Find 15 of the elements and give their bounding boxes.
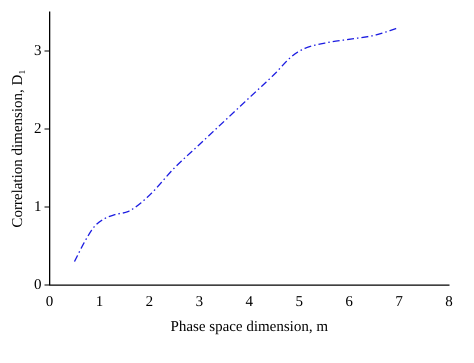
y-tick-label: 3 [34,42,42,59]
x-tick-label: 2 [146,294,154,310]
x-axis-title: Phase space dimension, m [170,318,328,335]
x-tick-label: 5 [295,294,303,310]
x-tick-label: 1 [96,294,104,310]
x-tick-label: 4 [246,294,254,310]
x-tick-label: 6 [345,294,354,310]
x-tick-label: 0 [46,294,54,310]
x-tick-label: 3 [196,294,204,310]
x-tick-label: 7 [395,294,404,310]
y-tick-label: 0 [34,276,42,293]
y-tick-label: 1 [34,198,42,215]
y-axis-title: Correlation dimension, D₁ [10,69,26,228]
y-tick-label: 2 [34,120,42,137]
x-tick-label: 8 [445,294,453,310]
